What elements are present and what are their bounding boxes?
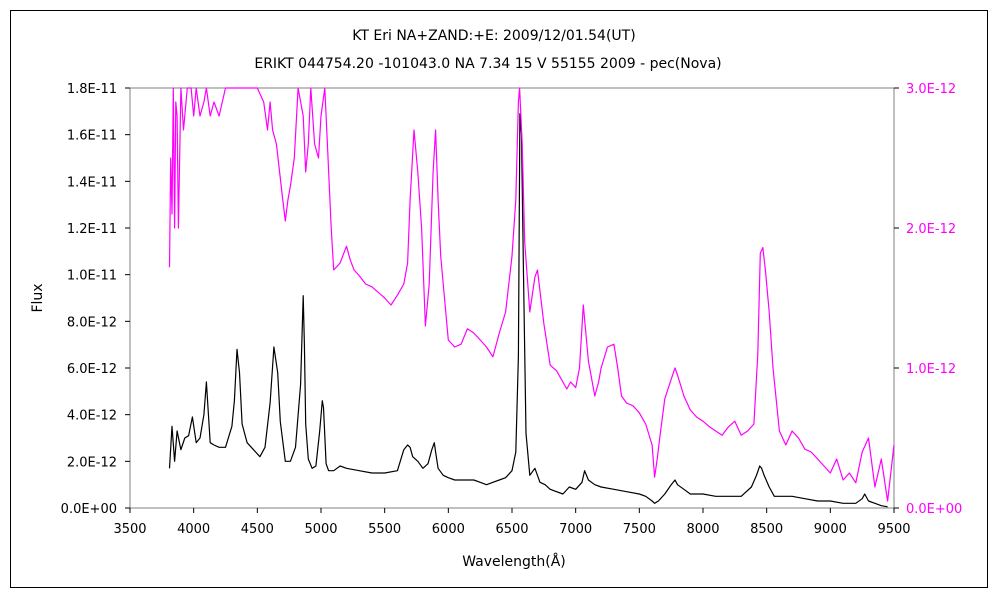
x-tick-label: 4000	[177, 522, 210, 537]
y-tick-label: 1.8E-11	[67, 82, 117, 97]
y2-tick-label: 1.0E-12	[906, 362, 956, 377]
series-layer	[168, 87, 895, 508]
y2-axis-ticks: 0.0E+00 1.0E-12 2.0E-12 3.0E-12	[894, 82, 962, 517]
y-tick-label: 8.0E-12	[67, 315, 117, 330]
x-axis-label: Wavelength(Å)	[462, 553, 566, 570]
x-tick-label: 6500	[495, 522, 528, 537]
y-tick-label: 2.0E-12	[67, 455, 117, 470]
x-tick-label: 9500	[877, 522, 910, 537]
x-tick-label: 5000	[304, 522, 337, 537]
x-tick-label: 8500	[750, 522, 783, 537]
series-line-left-axis	[168, 113, 888, 508]
plot-area	[129, 87, 895, 509]
y-tick-label: 1.6E-11	[67, 129, 117, 144]
series-line-right-axis	[168, 87, 895, 502]
y-tick-label: 1.0E-11	[67, 269, 117, 284]
x-tick-label: 7500	[623, 522, 656, 537]
chart-subtitle: ERIKT 044754.20 -101043.0 NA 7.34 15 V 5…	[254, 56, 721, 72]
y-axis-ticks: 0.0E+00 2.0E-12 4.0E-12 6.0E-12 8.0E-12 1.0E-…	[61, 82, 130, 517]
y-tick-label: 4.0E-12	[67, 409, 117, 424]
chart-frame	[10, 10, 988, 588]
x-tick-label: 7000	[559, 522, 592, 537]
x-tick-label: 6000	[432, 522, 465, 537]
x-tick-label: 8000	[686, 522, 719, 537]
y2-tick-label: 2.0E-12	[906, 222, 956, 237]
y-tick-label: 1.2E-11	[67, 222, 117, 237]
chart-title: KT Eri NA+ZAND:+E: 2009/12/01.54(UT)	[352, 28, 635, 44]
x-axis-ticks: 3500 4000 4500 5000 5500 6000 6500 7000 7500 8000…	[113, 508, 911, 537]
y-tick-label: 0.0E+00	[61, 502, 117, 517]
y-axis-label: Flux	[30, 283, 46, 312]
x-tick-label: 4500	[241, 522, 274, 537]
y2-tick-label: 0.0E+00	[906, 502, 962, 517]
y-tick-label: 1.4E-11	[67, 175, 117, 190]
x-tick-label: 3500	[113, 522, 146, 537]
x-tick-label: 5500	[368, 522, 401, 537]
y-tick-label: 6.0E-12	[67, 362, 117, 377]
y2-tick-label: 3.0E-12	[906, 82, 956, 97]
x-tick-label: 9000	[814, 522, 847, 537]
